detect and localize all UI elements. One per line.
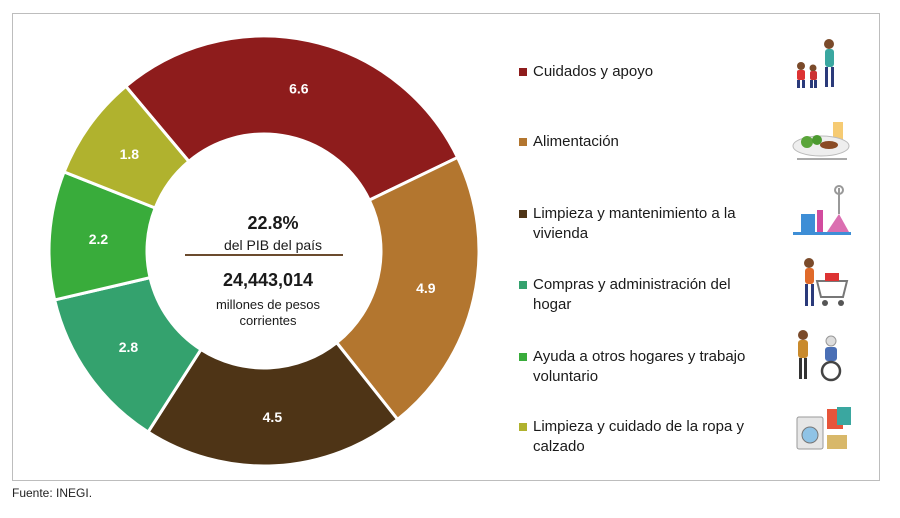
legend-swatch — [519, 138, 527, 146]
legend-label-line2: voluntario — [533, 368, 599, 385]
legend-swatch — [519, 68, 527, 76]
donut-slice — [145, 340, 400, 468]
donut-slice — [123, 34, 460, 203]
legend-label: Alimentación — [533, 133, 619, 150]
legend-label: Limpieza y mantenimiento a la — [533, 205, 736, 222]
slice-value-label: 2.8 — [119, 339, 139, 355]
source-note: Fuente: INEGI. — [12, 486, 93, 500]
center-total-label-line1: millones de pesos — [215, 297, 321, 312]
laundry-icon — [796, 407, 851, 450]
slice-value-label: 6.6 — [289, 81, 309, 97]
wheelchair-helper-icon — [798, 330, 842, 382]
center-total: 24,443,014 — [222, 270, 314, 290]
donut-slice — [62, 84, 191, 210]
legend-swatch — [519, 423, 527, 431]
legend-label-line2: calzado — [533, 438, 585, 455]
center-total-label: millones de pesos corrientes — [168, 297, 368, 329]
legend-label: Compras y administración del — [533, 276, 731, 293]
legend-swatch — [519, 210, 527, 218]
legend-swatch — [519, 353, 527, 361]
food-plate-icon — [792, 122, 850, 160]
center-percent: 22.8% — [247, 213, 299, 233]
slice-value-label: 4.5 — [263, 409, 283, 425]
legend-swatch — [519, 281, 527, 289]
cleaning-supplies-icon — [793, 185, 851, 235]
slice-value-label: 4.9 — [416, 280, 436, 296]
legend-label: Cuidados y apoyo — [533, 63, 654, 80]
center-divider — [185, 254, 343, 256]
legend-label-line2: vivienda — [533, 225, 589, 242]
shopping-cart-icon — [804, 258, 849, 306]
chart-frame: 6.6 4.9 4.5 2.8 2.2 1.8 22.8% del PIB del paí… — [12, 13, 880, 481]
family-children-icon — [797, 39, 834, 88]
donut-chart: 6.6 4.9 4.5 2.8 2.2 1.8 — [47, 34, 481, 468]
center-total-label-line2: corrientes — [239, 313, 297, 328]
slice-value-label: 2.2 — [89, 231, 109, 247]
center-percent-label: del PIB del país — [223, 237, 323, 253]
legend-label: Limpieza y cuidado de la ropa y — [533, 418, 744, 435]
donut-slice — [334, 155, 481, 422]
slice-value-label: 1.8 — [120, 146, 140, 162]
legend-label-line2: hogar — [533, 296, 572, 313]
legend-label: Ayuda a otros hogares y trabajo — [533, 348, 746, 365]
